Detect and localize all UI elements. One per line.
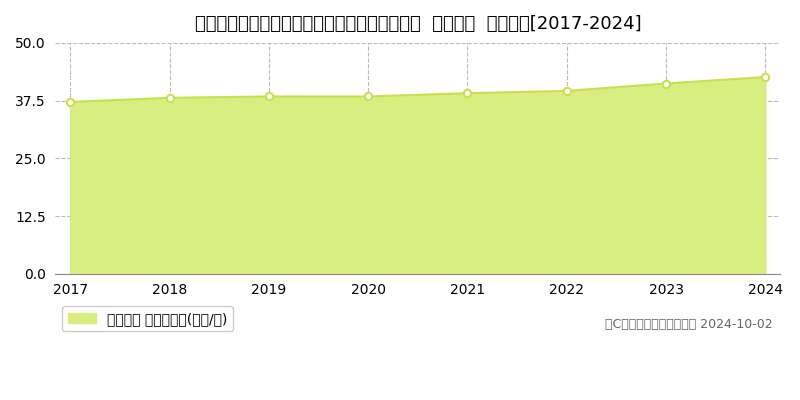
Legend: 基準地価 平均坪単価(万円/坪): 基準地価 平均坪単価(万円/坪) (62, 306, 233, 331)
Title: 新潟県新潟市中央区出来島２丁目２８１番１外  基準地価  地価推移[2017-2024]: 新潟県新潟市中央区出来島２丁目２８１番１外 基準地価 地価推移[2017-202… (194, 15, 641, 33)
Point (759, 74, 772, 80)
Point (163, 95, 176, 101)
Point (461, 90, 474, 96)
Point (262, 93, 275, 100)
Point (362, 93, 374, 100)
Point (560, 88, 573, 94)
Point (660, 80, 673, 87)
Text: （C）土地価格ドットコム 2024-10-02: （C）土地価格ドットコム 2024-10-02 (606, 318, 773, 331)
Point (64, 99, 77, 105)
